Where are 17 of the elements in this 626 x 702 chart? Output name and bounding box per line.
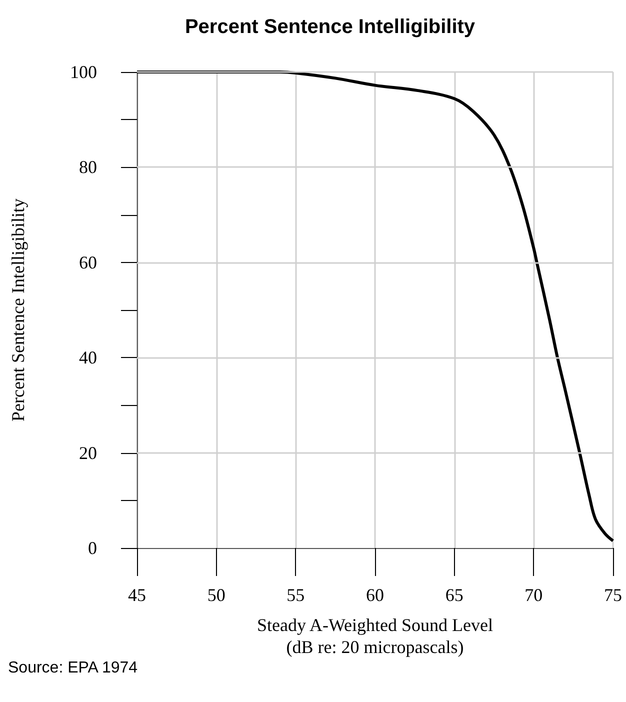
y-tick-label: 0 xyxy=(88,538,97,558)
x-tick-label: 50 xyxy=(207,585,226,605)
x-tick-label: 45 xyxy=(128,585,146,605)
x-tick-label: 75 xyxy=(604,585,622,605)
source-note: Source: EPA 1974 xyxy=(8,660,138,676)
y-tick-label: 40 xyxy=(79,348,97,368)
y-tick-label: 80 xyxy=(79,157,97,178)
x-axis-title: Steady A-Weighted Sound Level (dB re: 20 micropascals) xyxy=(256,615,494,657)
x-tick-label: 55 xyxy=(286,585,305,605)
x-tick-label: 60 xyxy=(366,585,384,605)
chart-title: Percent Sentence Intelligibility xyxy=(184,16,476,38)
y-axis-title: Percent Sentence Intelligibility xyxy=(8,198,28,422)
y-tick-label: 100 xyxy=(70,62,97,82)
x-tick-label: 65 xyxy=(445,585,464,605)
y-tick-label: 20 xyxy=(79,442,97,463)
x-tick-label: 70 xyxy=(524,585,543,605)
y-tick-label: 60 xyxy=(79,252,97,272)
